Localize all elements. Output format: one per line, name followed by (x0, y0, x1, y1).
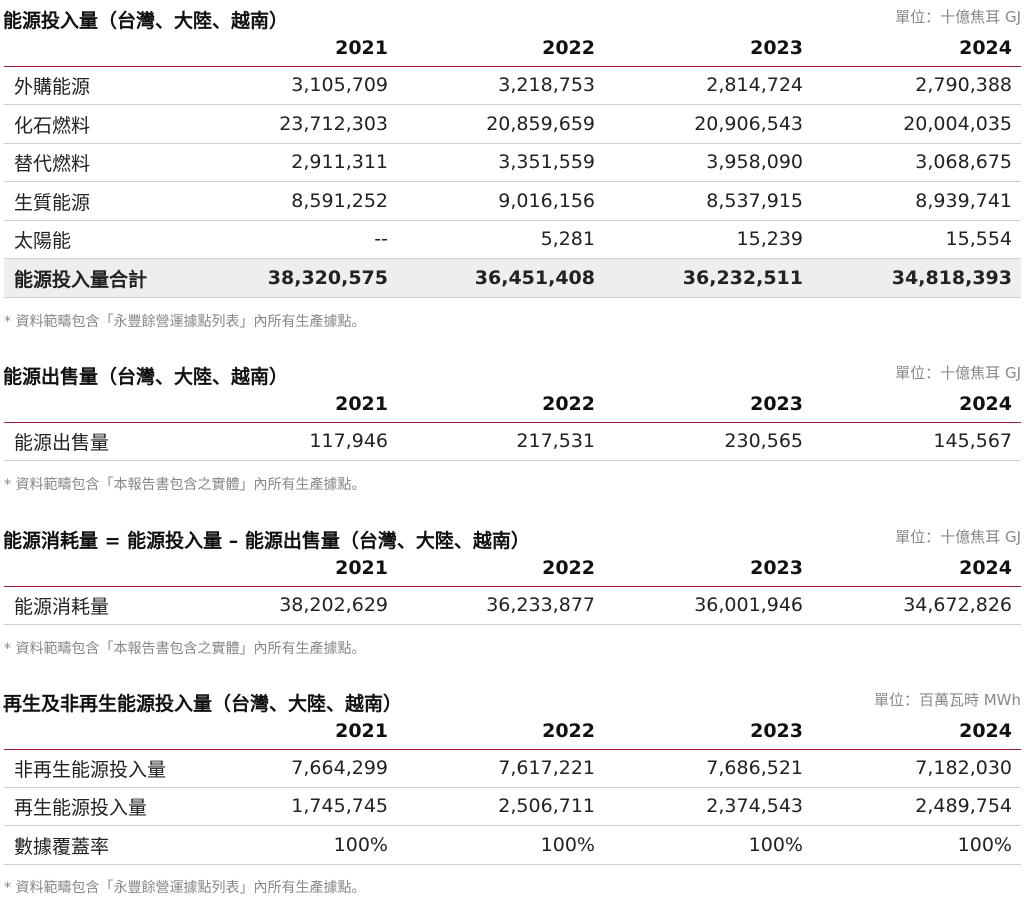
year-header-2023: 2023 (750, 557, 803, 579)
value-2023: 230,565 (724, 430, 803, 452)
year-header-2021: 2021 (335, 393, 388, 415)
table-row: 非再生能源投入量 7,664,299 7,617,221 7,686,521 7… (4, 749, 1021, 788)
value-2024: 34,818,393 (891, 267, 1012, 289)
value-2021: 1,745,745 (291, 795, 388, 817)
value-2021: 117,946 (309, 430, 388, 452)
total-row: 能源投入量合計 38,320,575 36,451,408 36,232,511… (4, 259, 1021, 298)
value-2024: 2,790,388 (915, 74, 1012, 96)
table-row: 能源消耗量 38,202,629 36,233,877 36,001,946 3… (4, 586, 1021, 625)
value-2023: 3,958,090 (706, 151, 803, 173)
value-2021: 38,320,575 (267, 267, 388, 289)
value-2023: 15,239 (736, 228, 803, 250)
table-row: 太陽能 -- 5,281 15,239 15,554 (4, 220, 1021, 259)
table-header: 2021 2022 2023 2024 (4, 30, 1021, 67)
table-header: 2021 2022 2023 2024 (4, 550, 1021, 587)
value-2022: 3,351,559 (498, 151, 595, 173)
value-2021: 2,911,311 (291, 151, 388, 173)
value-2023: 36,232,511 (682, 267, 803, 289)
footnote: * 資料範疇包含「本報告書包含之實體」內所有生產據點。 (4, 641, 366, 657)
row-label: 外購能源 (14, 75, 91, 98)
year-header-2021: 2021 (335, 37, 388, 59)
value-2022: 36,451,408 (474, 267, 595, 289)
value-2022: 9,016,156 (498, 190, 595, 212)
table-row: 生質能源 8,591,252 9,016,156 8,537,915 8,939… (4, 182, 1021, 221)
year-header-2024: 2024 (959, 37, 1012, 59)
unit-label: 單位：十億焦耳 GJ (895, 364, 1021, 382)
section-title: 再生及非再生能源投入量（台灣、大陸、越南） (3, 693, 403, 715)
value-2022: 7,617,221 (498, 757, 595, 779)
unit-label: 單位：十億焦耳 GJ (895, 528, 1021, 546)
value-2023: 36,001,946 (694, 594, 803, 616)
value-2021: 3,105,709 (291, 74, 388, 96)
row-label: 數據覆蓋率 (14, 835, 110, 858)
year-header-2022: 2022 (542, 37, 595, 59)
value-2024: 100% (957, 834, 1012, 856)
section-title: 能源出售量（台灣、大陸、越南） (3, 366, 289, 388)
value-2023: 2,814,724 (706, 74, 803, 96)
section-title: 能源消耗量 = 能源投入量 – 能源出售量（台灣、大陸、越南） (3, 530, 530, 552)
value-2024: 2,489,754 (915, 795, 1012, 817)
year-header-2022: 2022 (542, 720, 595, 742)
value-2024: 145,567 (933, 430, 1012, 452)
value-2024: 15,554 (945, 228, 1012, 250)
table-row: 化石燃料 23,712,303 20,859,659 20,906,543 20… (4, 105, 1021, 144)
value-2021: 100% (333, 834, 388, 856)
year-header-2022: 2022 (542, 393, 595, 415)
year-header-2023: 2023 (750, 37, 803, 59)
table-row: 再生能源投入量 1,745,745 2,506,711 2,374,543 2,… (4, 787, 1021, 826)
row-label: 能源投入量合計 (14, 268, 148, 291)
year-header-2024: 2024 (959, 557, 1012, 579)
value-2021: 8,591,252 (291, 190, 388, 212)
value-2023: 8,537,915 (706, 190, 803, 212)
value-2024: 8,939,741 (915, 190, 1012, 212)
table-row: 替代燃料 2,911,311 3,351,559 3,958,090 3,068… (4, 143, 1021, 182)
value-2022: 5,281 (540, 228, 595, 250)
row-label: 太陽能 (14, 229, 72, 252)
value-2022: 20,859,659 (486, 113, 595, 135)
value-2023: 20,906,543 (694, 113, 803, 135)
value-2022: 2,506,711 (498, 795, 595, 817)
value-2023: 2,374,543 (706, 795, 803, 817)
year-header-2021: 2021 (335, 720, 388, 742)
value-2022: 36,233,877 (486, 594, 595, 616)
value-2024: 7,182,030 (915, 757, 1012, 779)
row-label: 化石燃料 (14, 114, 91, 137)
value-2022: 100% (540, 834, 595, 856)
unit-label: 單位：百萬瓦時 MWh (873, 691, 1021, 709)
year-header-2024: 2024 (959, 720, 1012, 742)
footnote: * 資料範疇包含「本報告書包含之實體」內所有生產據點。 (4, 477, 366, 493)
table-row: 能源出售量 117,946 217,531 230,565 145,567 (4, 422, 1021, 461)
year-header-2024: 2024 (959, 393, 1012, 415)
value-2024: 3,068,675 (915, 151, 1012, 173)
value-2023: 100% (748, 834, 803, 856)
row-label: 生質能源 (14, 191, 91, 214)
value-2022: 3,218,753 (498, 74, 595, 96)
footnote: * 資料範疇包含「永豐餘營運據點列表」內所有生產據點。 (4, 314, 366, 330)
value-2024: 20,004,035 (903, 113, 1012, 135)
year-header-2023: 2023 (750, 720, 803, 742)
table-row: 外購能源 3,105,709 3,218,753 2,814,724 2,790… (4, 66, 1021, 105)
row-label: 再生能源投入量 (14, 796, 148, 819)
value-2021: -- (374, 228, 388, 250)
table-header: 2021 2022 2023 2024 (4, 713, 1021, 750)
year-header-2021: 2021 (335, 557, 388, 579)
row-label: 替代燃料 (14, 152, 91, 175)
row-label: 能源出售量 (14, 431, 110, 454)
value-2023: 7,686,521 (706, 757, 803, 779)
value-2022: 217,531 (516, 430, 595, 452)
footnote: * 資料範疇包含「永豐餘營運據點列表」內所有生產據點。 (4, 880, 366, 896)
table-header: 2021 2022 2023 2024 (4, 386, 1021, 423)
value-2021: 7,664,299 (291, 757, 388, 779)
year-header-2022: 2022 (542, 557, 595, 579)
row-label: 非再生能源投入量 (14, 758, 167, 781)
value-2024: 34,672,826 (903, 594, 1012, 616)
unit-label: 單位：十億焦耳 GJ (895, 8, 1021, 26)
value-2021: 23,712,303 (279, 113, 388, 135)
year-header-2023: 2023 (750, 393, 803, 415)
table-row: 數據覆蓋率 100% 100% 100% 100% (4, 826, 1021, 865)
value-2021: 38,202,629 (279, 594, 388, 616)
section-title: 能源投入量（台灣、大陸、越南） (3, 10, 289, 32)
row-label: 能源消耗量 (14, 595, 110, 618)
